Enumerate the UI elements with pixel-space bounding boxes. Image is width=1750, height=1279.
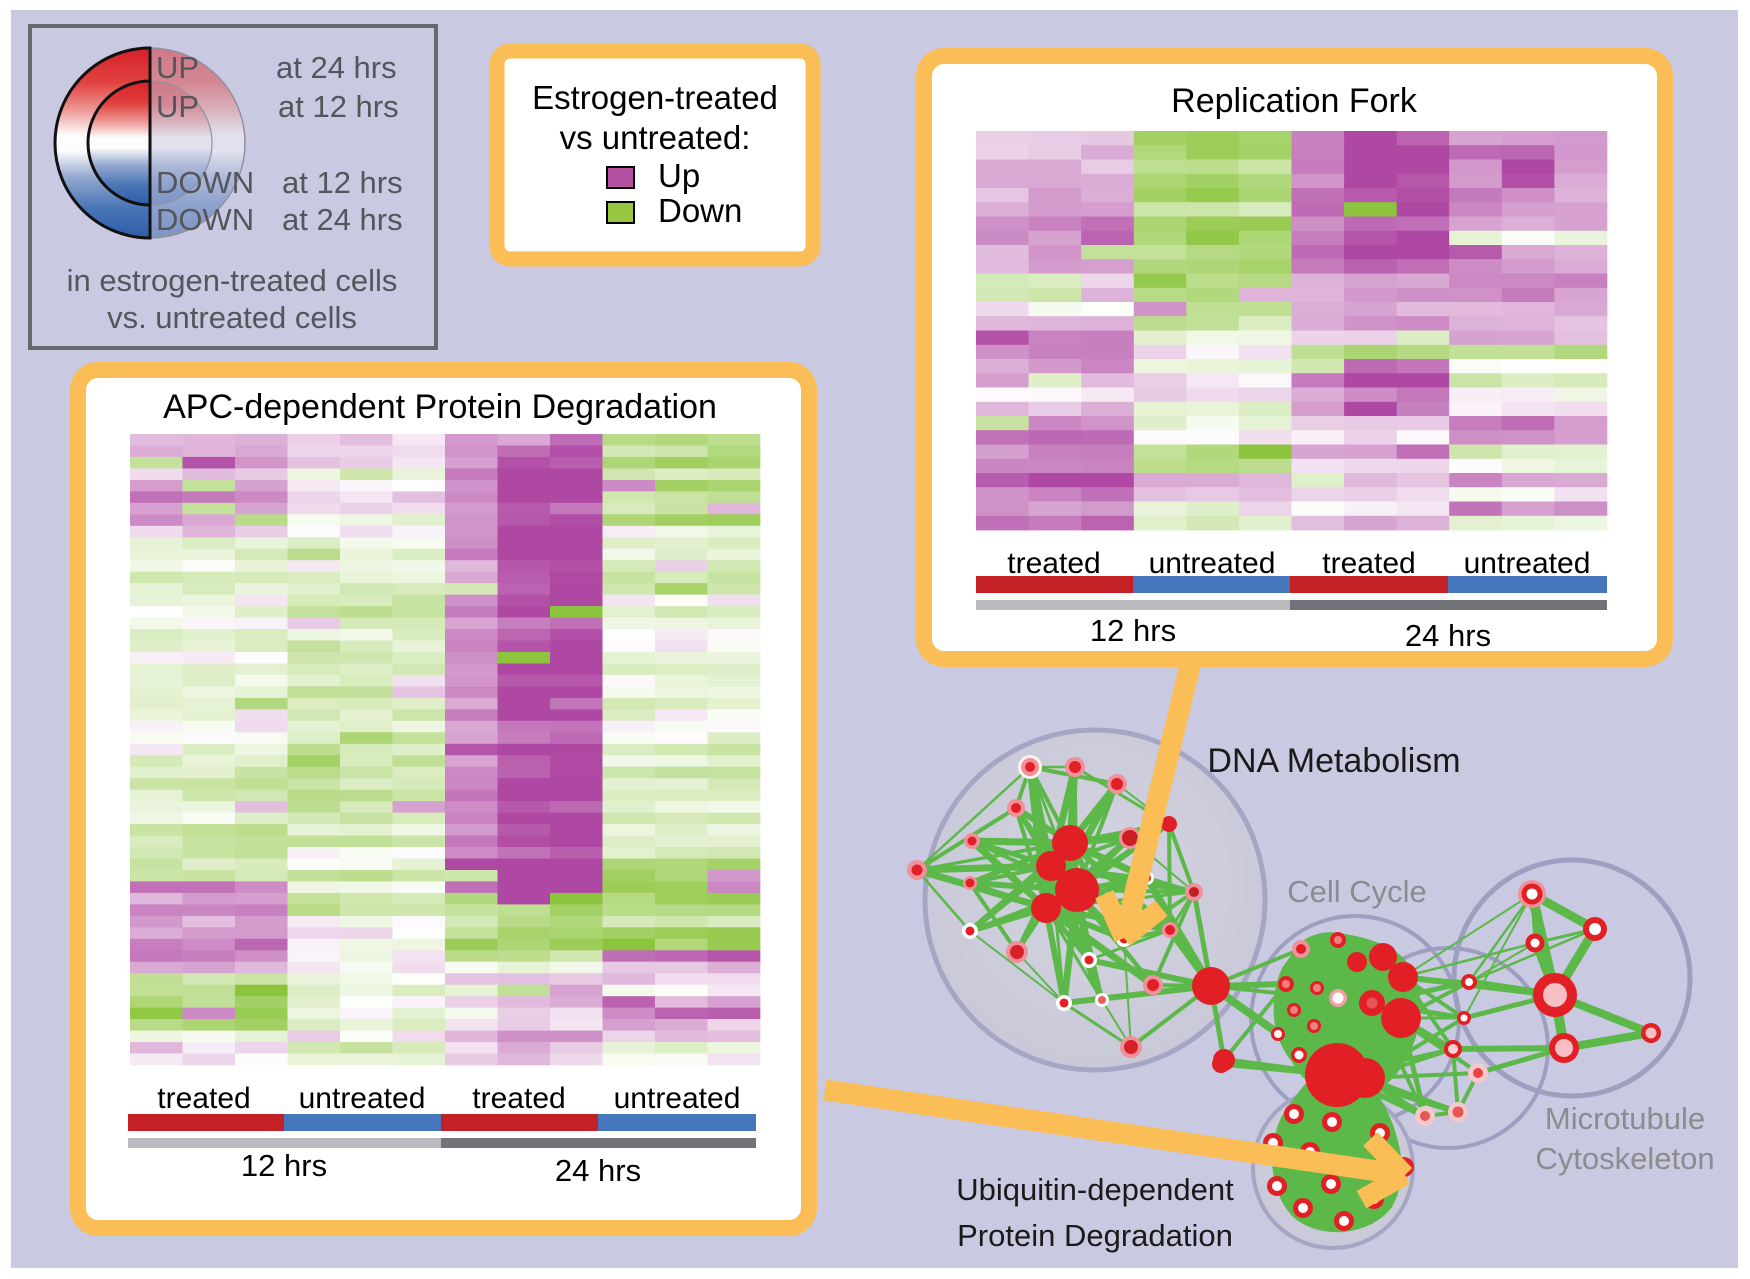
svg-text:Microtubule: Microtubule bbox=[1545, 1101, 1705, 1136]
svg-text:untreated: untreated bbox=[1149, 547, 1276, 580]
svg-text:12 hrs: 12 hrs bbox=[1090, 613, 1176, 648]
svg-text:at 12 hrs: at 12 hrs bbox=[278, 89, 399, 124]
svg-text:DNA Metabolism: DNA Metabolism bbox=[1207, 742, 1460, 780]
svg-text:treated: treated bbox=[472, 1082, 565, 1115]
svg-text:treated: treated bbox=[157, 1082, 250, 1115]
svg-text:untreated: untreated bbox=[299, 1082, 426, 1115]
svg-text:Ubiquitin-dependent: Ubiquitin-dependent bbox=[956, 1172, 1234, 1207]
svg-text:DOWN: DOWN bbox=[156, 165, 254, 200]
svg-text:Cytoskeleton: Cytoskeleton bbox=[1535, 1141, 1714, 1176]
svg-text:Replication Fork: Replication Fork bbox=[1171, 82, 1418, 120]
svg-text:APC-dependent Protein Degradat: APC-dependent Protein Degradation bbox=[163, 388, 717, 426]
svg-text:treated: treated bbox=[1322, 547, 1415, 580]
svg-text:at 12 hrs: at 12 hrs bbox=[282, 165, 403, 200]
svg-text:treated: treated bbox=[1007, 547, 1100, 580]
svg-text:vs untreated:: vs untreated: bbox=[560, 119, 751, 156]
svg-text:at 24 hrs: at 24 hrs bbox=[276, 50, 397, 85]
svg-text:untreated: untreated bbox=[1464, 547, 1591, 580]
svg-text:DOWN: DOWN bbox=[156, 202, 254, 237]
svg-text:untreated: untreated bbox=[614, 1082, 741, 1115]
svg-text:in estrogen-treated cells: in estrogen-treated cells bbox=[67, 263, 398, 298]
svg-text:Protein Degradation: Protein Degradation bbox=[957, 1218, 1233, 1253]
svg-text:UP: UP bbox=[156, 89, 199, 124]
svg-text:24 hrs: 24 hrs bbox=[555, 1153, 641, 1188]
svg-text:vs. untreated cells: vs. untreated cells bbox=[107, 300, 357, 335]
svg-text:12 hrs: 12 hrs bbox=[241, 1148, 327, 1183]
svg-text:Up: Up bbox=[658, 157, 700, 194]
svg-text:UP: UP bbox=[156, 50, 199, 85]
svg-text:24 hrs: 24 hrs bbox=[1405, 618, 1491, 653]
svg-text:Cell Cycle: Cell Cycle bbox=[1287, 874, 1427, 909]
svg-text:at 24 hrs: at 24 hrs bbox=[282, 202, 403, 237]
svg-text:Down: Down bbox=[658, 192, 742, 229]
svg-text:Estrogen-treated: Estrogen-treated bbox=[532, 79, 778, 116]
